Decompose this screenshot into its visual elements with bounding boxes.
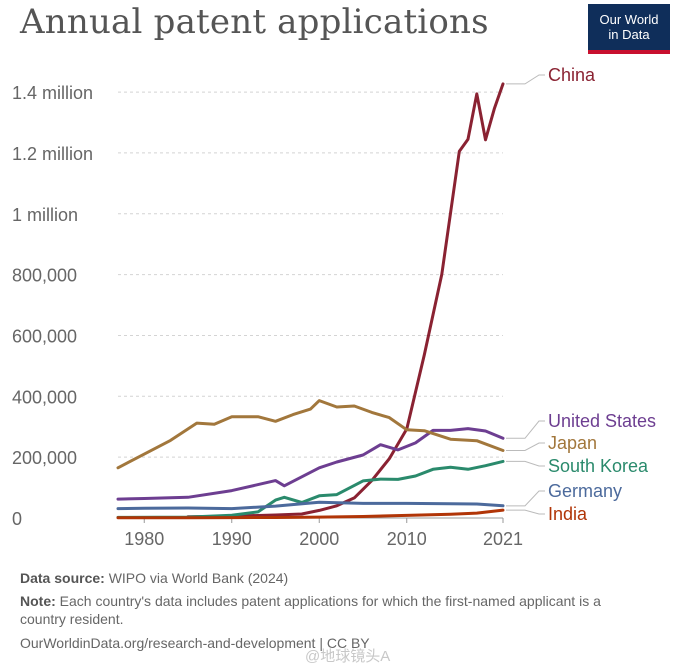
x-tick-label: 2000 xyxy=(299,529,339,549)
legend-connector xyxy=(506,509,545,515)
y-tick-label: 800,000 xyxy=(12,266,77,286)
legend-connector xyxy=(506,490,545,507)
legend-connector xyxy=(506,442,545,451)
y-tick-label: 0 xyxy=(12,509,22,529)
data-source-text: WIPO via World Bank (2024) xyxy=(108,570,289,586)
legend-connector xyxy=(506,420,545,439)
series-line-united-states xyxy=(116,427,505,501)
watermark: @地球镜头A xyxy=(305,648,391,665)
x-tick-label: 1980 xyxy=(124,529,164,549)
note-text: Each country's data includes patent appl… xyxy=(20,593,601,627)
legend-label: Japan xyxy=(548,433,597,453)
note-label: Note: xyxy=(20,593,56,609)
series-line-china xyxy=(186,82,505,519)
series-line-india xyxy=(116,508,505,520)
logo-line-1: Our World xyxy=(599,12,659,27)
source-url[interactable]: OurWorldinData.org/research-and-developm… xyxy=(20,635,370,651)
data-source-label: Data source: xyxy=(20,570,105,586)
legend-connector xyxy=(506,460,545,467)
series-line-japan xyxy=(116,399,505,470)
y-tick-label: 600,000 xyxy=(12,326,77,346)
y-tick-label: 1 million xyxy=(12,205,78,225)
series-line-germany xyxy=(116,500,505,511)
legend-label: China xyxy=(548,65,596,85)
series-line-south-korea xyxy=(116,459,505,519)
y-tick-label: 200,000 xyxy=(12,448,77,468)
legend-connector xyxy=(506,74,545,85)
data-source: Data source: WIPO via World Bank (2024) xyxy=(20,569,288,587)
legend-label: South Korea xyxy=(548,456,649,476)
x-tick-label: 2021 xyxy=(483,529,523,549)
x-tick-label: 2010 xyxy=(387,529,427,549)
legend-label: India xyxy=(548,504,588,524)
x-tick-label: 1990 xyxy=(212,529,252,549)
chart-title: Annual patent applications xyxy=(20,2,489,42)
legend-label: United States xyxy=(548,411,656,431)
chart-note: Note: Each country's data includes paten… xyxy=(20,592,640,628)
owid-logo[interactable]: Our World in Data xyxy=(588,4,670,54)
line-chart: 0 200,000 400,000 600,000 800,000 1 million 1.… xyxy=(12,65,656,549)
logo-line-2: in Data xyxy=(608,27,650,42)
legend-label: Germany xyxy=(548,481,622,501)
y-tick-label: 400,000 xyxy=(12,387,77,407)
y-tick-label: 1.4 million xyxy=(12,83,93,103)
y-tick-label: 1.2 million xyxy=(12,144,93,164)
